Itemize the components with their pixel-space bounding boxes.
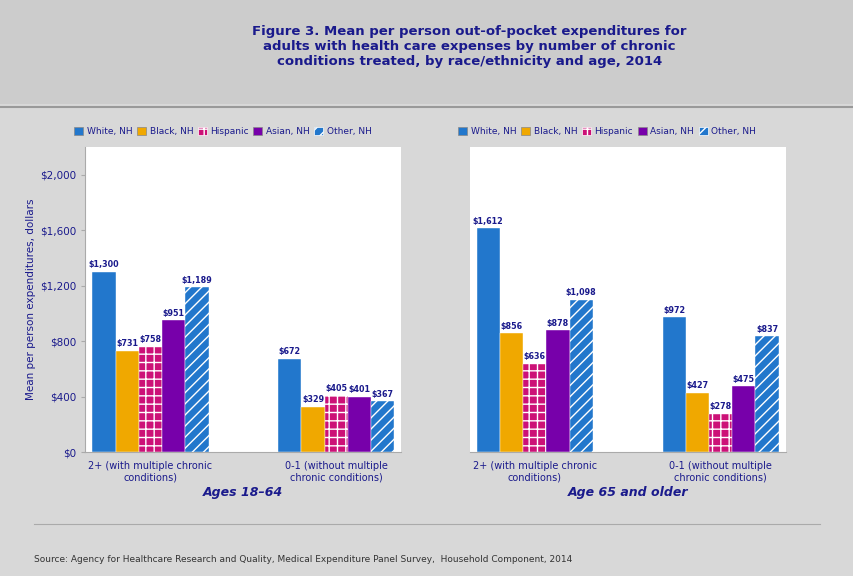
Text: Age 65 and older: Age 65 and older — [566, 486, 688, 499]
Y-axis label: Mean per person expenditures, dollars: Mean per person expenditures, dollars — [26, 199, 36, 400]
Text: $1,300: $1,300 — [89, 260, 119, 269]
Text: $878: $878 — [546, 319, 568, 328]
Bar — [569, 300, 592, 452]
Bar — [662, 317, 685, 452]
Text: $758: $758 — [139, 335, 161, 344]
Text: $1,189: $1,189 — [182, 276, 212, 285]
Bar — [476, 229, 499, 452]
Bar — [347, 396, 371, 452]
Bar — [685, 393, 708, 452]
Bar — [324, 396, 347, 452]
Bar — [139, 347, 162, 452]
Text: $1,098: $1,098 — [566, 289, 596, 297]
Text: Ages 18–64: Ages 18–64 — [203, 486, 283, 499]
Bar — [115, 351, 139, 452]
Bar — [371, 401, 394, 452]
Bar — [301, 407, 324, 452]
Text: $405: $405 — [325, 384, 347, 393]
Bar — [708, 414, 731, 452]
Text: $1,612: $1,612 — [473, 217, 503, 226]
Text: $837: $837 — [755, 324, 777, 334]
Bar — [162, 320, 185, 452]
Text: Source: Agency for Healthcare Research and Quality, Medical Expenditure Panel Su: Source: Agency for Healthcare Research a… — [34, 555, 572, 564]
Text: $731: $731 — [116, 339, 138, 348]
Text: $367: $367 — [371, 390, 393, 399]
Bar — [278, 359, 301, 452]
Text: $856: $856 — [500, 322, 522, 331]
Bar — [731, 386, 755, 452]
Text: $427: $427 — [686, 381, 708, 391]
Text: $951: $951 — [163, 309, 184, 318]
Bar — [523, 364, 546, 452]
Bar — [755, 336, 778, 452]
Legend: White, NH, Black, NH, Hispanic, Asian, NH, Other, NH: White, NH, Black, NH, Hispanic, Asian, N… — [458, 127, 755, 137]
Bar — [499, 334, 523, 452]
Bar — [185, 287, 208, 452]
Text: $636: $636 — [523, 353, 545, 361]
Legend: White, NH, Black, NH, Hispanic, Asian, NH, Other, NH: White, NH, Black, NH, Hispanic, Asian, N… — [74, 127, 371, 137]
Bar — [546, 330, 569, 452]
Text: $972: $972 — [662, 306, 684, 314]
Bar — [92, 272, 115, 452]
Text: $475: $475 — [732, 375, 754, 384]
Text: $401: $401 — [348, 385, 370, 394]
Text: $278: $278 — [709, 402, 731, 411]
Text: $329: $329 — [302, 395, 324, 404]
Text: Figure 3. Mean per person out-of-pocket expenditures for
adults with health care: Figure 3. Mean per person out-of-pocket … — [252, 25, 686, 68]
Text: $672: $672 — [278, 347, 300, 357]
